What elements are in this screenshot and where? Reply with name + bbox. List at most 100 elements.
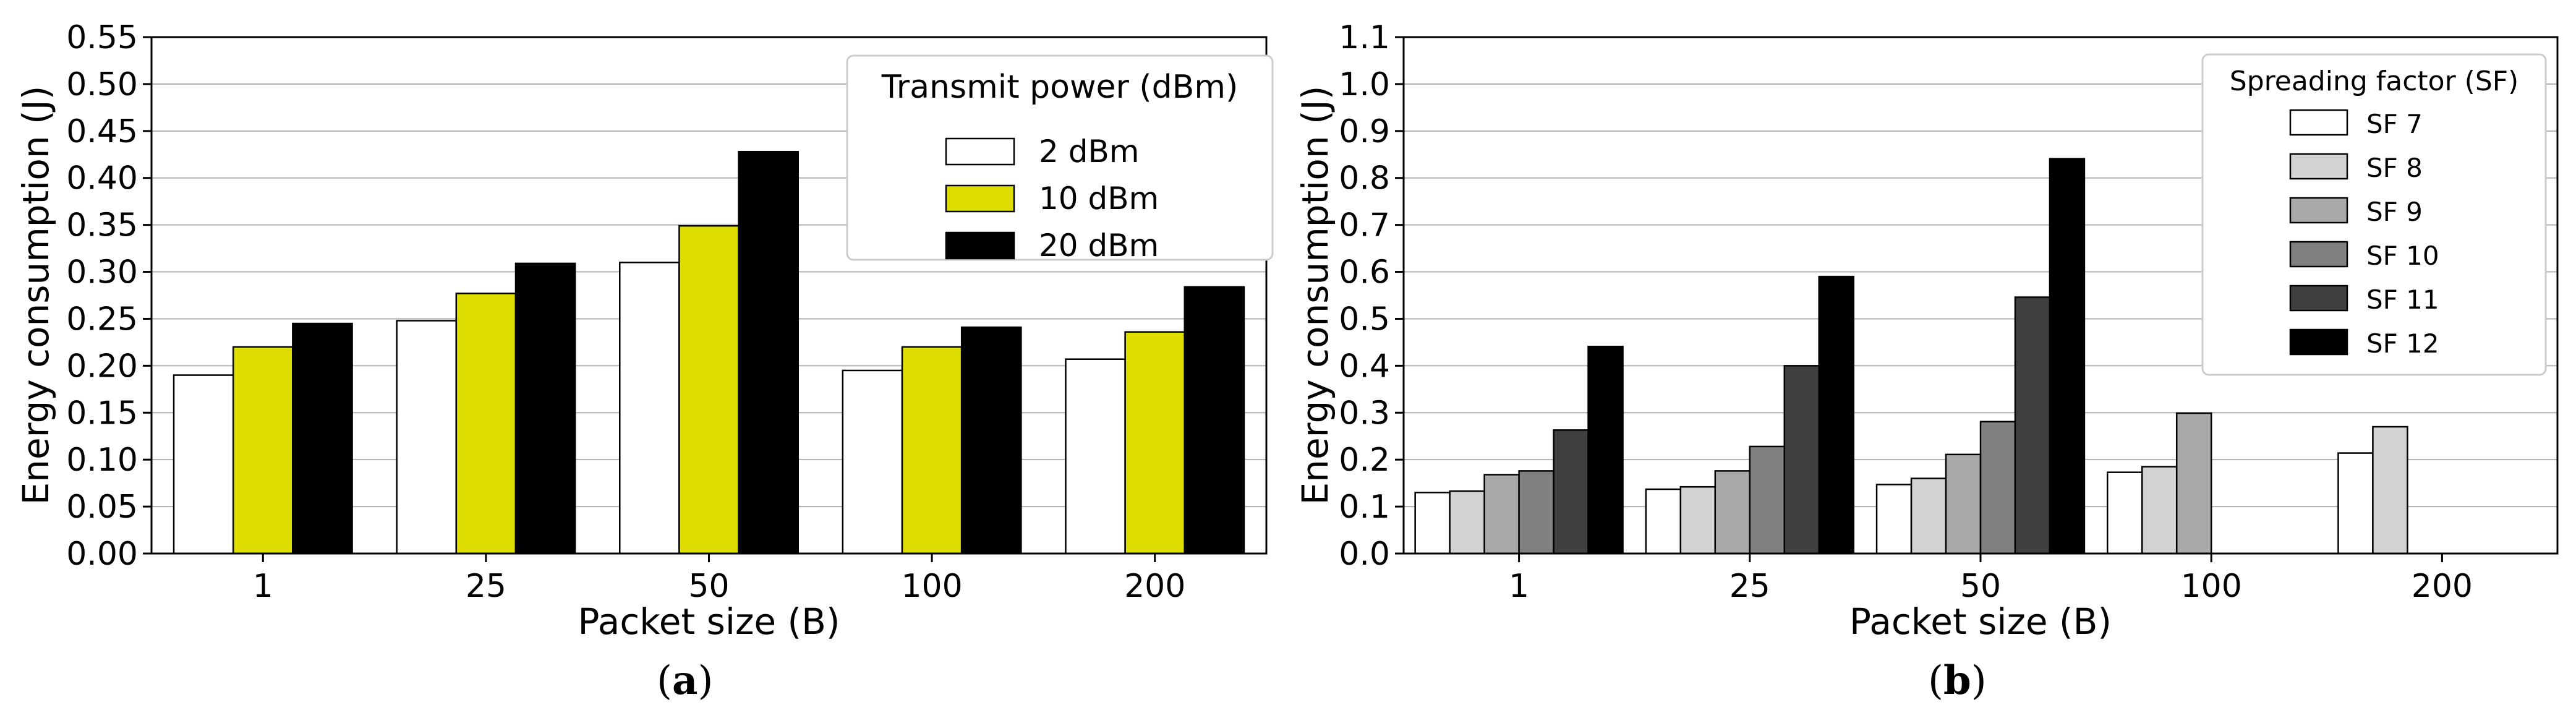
legend-swatch [2289,328,2348,356]
legend-swatch [2289,284,2348,312]
plot-frame [1402,36,2559,555]
legend-swatch [945,184,1015,213]
bar [1679,486,1717,555]
y-tick-label: 0.35 [66,207,138,244]
y-tick-label: 1.1 [1339,19,1390,56]
bar [678,225,740,555]
bar [1749,445,1786,555]
bar [1818,275,1854,555]
y-tick-label: 0.05 [66,489,138,526]
bar [1449,490,1485,555]
y-tick-label: 0.55 [66,19,138,56]
y-axis-title: Energy consumption (J) [1294,86,1336,505]
y-tick-label: 0.10 [66,442,138,479]
bar [2175,412,2212,555]
y-tick-label: 0.45 [66,113,138,150]
y-tick-label: 0.15 [66,395,138,432]
bar [1714,470,1751,555]
y-tick-label: 0.4 [1339,348,1390,385]
bar [1587,345,1624,555]
x-tick-label: 1 [1509,568,1529,605]
plot-frame [150,36,1268,555]
legend-label: SF 7 [2366,109,2423,139]
bar [738,150,799,555]
y-tick-label: 0.6 [1339,254,1390,291]
y-tick-label: 0.7 [1339,207,1390,244]
bar [901,346,963,555]
legend: Transmit power (dBm) 2 dBm 10 dBm 20 dBm [846,54,1274,263]
bar [1124,331,1186,555]
bar [960,326,1022,555]
legend-frame [2201,53,2547,376]
bar [842,369,903,555]
x-axis-title: Packet size (B) [578,601,840,643]
bar [1645,488,1682,555]
bar [619,262,680,555]
bar [2337,452,2374,555]
legend-label: SF 11 [2366,284,2439,315]
bar [2141,466,2178,555]
y-tick-label: 0.1 [1339,489,1390,526]
bar [1065,358,1126,555]
legend-label: SF 12 [2366,328,2439,359]
x-tick-label: 100 [2181,568,2242,605]
x-tick-label: 50 [688,568,729,605]
bar [1783,365,1820,555]
legend-label: SF 8 [2366,153,2423,183]
x-tick-label: 200 [2412,568,2473,605]
x-tick-label: 50 [1960,568,2001,605]
legend-title: Transmit power (dBm) [881,69,1239,106]
panel-label: (a) [657,657,713,704]
y-tick-label: 0.30 [66,254,138,291]
bar [1875,484,1913,555]
legend-swatch [2289,241,2348,268]
x-tick-label: 25 [466,568,506,605]
legend-title: Spreading factor (SF) [2230,66,2518,97]
chart-a: 0.00 0.05 0.10 0.15 0.20 0.25 0.30 0.35 0.40 0.45… [15,19,1274,704]
bar [292,322,353,555]
legend-swatch [945,231,1015,260]
y-tick-label: 0.9 [1339,113,1390,150]
bar [1945,453,1982,555]
x-tick-label: 200 [1124,568,1185,605]
x-axis-title: Packet size (B) [1849,601,2112,643]
legend-swatch [945,137,1015,166]
bar [514,262,576,555]
y-tick-label: 0.8 [1339,160,1390,197]
y-tick-label: 0.00 [66,536,138,573]
y-tick-label: 0.3 [1339,395,1390,432]
bar [1518,470,1555,555]
legend-label: 2 dBm [1039,134,1139,169]
bar [1184,286,1245,555]
bar [173,374,234,555]
bar [1553,429,1589,555]
bar [396,320,458,555]
panel-label: (b) [1928,657,1987,704]
y-tick-label: 0.0 [1339,536,1390,573]
y-tick-label: 0.40 [66,160,138,197]
legend-label: 10 dBm [1039,181,1159,216]
bar [1483,474,1520,555]
x-tick-label: 1 [253,568,273,605]
legend-label: SF 10 [2366,241,2439,271]
legend-swatch [2289,153,2348,180]
bar [455,293,517,555]
y-tick-label: 0.25 [66,301,138,338]
legend: Spreading factor (SF) SF 7 SF 8 SF 9 SF 10 SF… [2201,53,2547,376]
bar [2014,296,2051,555]
legend-swatch [2289,197,2348,224]
y-tick-label: 0.2 [1339,442,1390,479]
bar [2372,426,2408,555]
legend-label: SF 9 [2366,197,2423,227]
bar [232,346,294,555]
bar [2107,471,2143,555]
bar [2049,158,2086,555]
legend-swatch [2289,109,2348,136]
legend-label: 20 dBm [1039,228,1159,263]
x-tick-label: 100 [901,568,962,605]
chart-b: 0.0 0.1 0.2 0.3 0.4 0.5 0.6 0.7 0.8 0.9 1.0 1.1 1 25 5… [1294,19,2559,704]
y-tick-label: 0.20 [66,348,138,385]
y-tick-label: 1.0 [1339,66,1390,103]
bar [1414,492,1451,555]
